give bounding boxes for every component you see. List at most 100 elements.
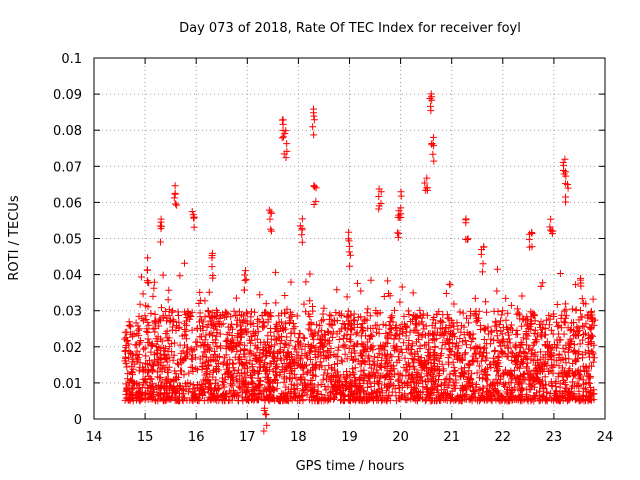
data-point bbox=[208, 263, 216, 271]
x-tick-label: 19 bbox=[341, 430, 358, 445]
y-tick-label: 0.05 bbox=[53, 233, 82, 248]
data-point bbox=[209, 272, 217, 280]
data-point bbox=[282, 154, 290, 162]
data-point bbox=[263, 421, 271, 429]
y-tick-label: 0.09 bbox=[53, 88, 82, 103]
x-tick-label: 15 bbox=[137, 430, 154, 445]
data-point bbox=[546, 223, 554, 231]
data-point bbox=[170, 194, 178, 202]
data-point bbox=[561, 155, 569, 163]
data-point bbox=[267, 225, 275, 233]
data-point bbox=[397, 214, 405, 222]
data-point bbox=[310, 131, 318, 139]
data-point bbox=[267, 209, 275, 217]
data-point bbox=[190, 223, 198, 231]
data-point bbox=[298, 215, 306, 223]
data-point bbox=[430, 157, 438, 165]
data-point bbox=[428, 93, 436, 101]
data-point bbox=[242, 276, 250, 284]
data-point bbox=[578, 295, 586, 303]
y-tick-label: 0.03 bbox=[53, 305, 82, 320]
data-point bbox=[145, 279, 153, 287]
data-point bbox=[278, 134, 286, 142]
data-point bbox=[395, 207, 403, 215]
x-tick-label: 24 bbox=[597, 430, 614, 445]
x-tick-label: 21 bbox=[443, 430, 460, 445]
data-point bbox=[310, 116, 318, 124]
y-axis-label: ROTI / TECUs bbox=[7, 195, 22, 280]
data-point bbox=[564, 181, 572, 189]
y-tick-label: 0.04 bbox=[53, 269, 82, 284]
data-point bbox=[122, 342, 130, 350]
data-point bbox=[345, 237, 353, 245]
data-point bbox=[309, 123, 317, 131]
data-point bbox=[462, 215, 470, 223]
data-point bbox=[279, 116, 287, 124]
data-point bbox=[144, 254, 152, 262]
data-point bbox=[548, 227, 556, 235]
data-point bbox=[310, 105, 318, 113]
data-point bbox=[427, 107, 435, 115]
data-point bbox=[240, 286, 248, 294]
data-points bbox=[121, 90, 599, 435]
data-point bbox=[345, 228, 353, 236]
y-tick-label: 0.1 bbox=[61, 52, 82, 67]
x-tick-label: 18 bbox=[290, 430, 307, 445]
data-point bbox=[421, 179, 429, 187]
data-point bbox=[242, 267, 250, 275]
x-tick-label: 22 bbox=[495, 430, 512, 445]
data-point bbox=[298, 231, 306, 239]
chart-title: Day 073 of 2018, Rate Of TEC Index for r… bbox=[179, 21, 521, 36]
data-point bbox=[588, 317, 596, 325]
x-axis-label: GPS time / hours bbox=[296, 459, 405, 474]
data-point bbox=[188, 208, 196, 216]
x-tick-label: 17 bbox=[239, 430, 256, 445]
y-tick-label: 0.08 bbox=[53, 124, 82, 139]
data-point bbox=[144, 278, 152, 286]
data-point bbox=[282, 127, 290, 135]
data-point bbox=[157, 238, 165, 246]
data-point bbox=[577, 279, 585, 287]
data-point bbox=[208, 249, 216, 257]
data-point bbox=[157, 225, 165, 233]
data-point bbox=[559, 158, 567, 166]
data-point bbox=[429, 133, 437, 141]
data-point bbox=[281, 130, 289, 138]
data-point bbox=[375, 205, 383, 213]
y-tick-label: 0.01 bbox=[53, 377, 82, 392]
y-tick-label: 0.07 bbox=[53, 160, 82, 175]
data-point bbox=[587, 331, 595, 339]
data-point bbox=[171, 182, 179, 190]
data-point bbox=[283, 147, 291, 155]
x-tick-label: 16 bbox=[188, 430, 205, 445]
data-point bbox=[377, 199, 385, 207]
data-point bbox=[157, 215, 165, 223]
data-point bbox=[579, 299, 587, 307]
data-point bbox=[260, 427, 268, 435]
data-point bbox=[172, 200, 180, 208]
data-point bbox=[298, 238, 306, 246]
x-tick-label: 23 bbox=[546, 430, 563, 445]
data-point bbox=[280, 133, 288, 141]
data-point bbox=[562, 172, 570, 180]
data-point bbox=[397, 204, 405, 212]
data-point bbox=[528, 243, 536, 251]
data-point bbox=[123, 337, 131, 345]
x-tick-label: 14 bbox=[86, 430, 103, 445]
data-point bbox=[190, 214, 198, 222]
x-tick-label: 20 bbox=[392, 430, 409, 445]
data-point bbox=[423, 174, 431, 182]
data-point bbox=[397, 188, 405, 196]
data-point bbox=[262, 411, 270, 419]
y-tick-label: 0.06 bbox=[53, 196, 82, 211]
data-point bbox=[173, 201, 181, 209]
x-axis: 14 15 16 17 18 19 20 21 22 23 24 bbox=[86, 58, 614, 445]
data-point bbox=[394, 233, 402, 241]
y-tick-label: 0.02 bbox=[53, 341, 82, 356]
data-point bbox=[426, 94, 434, 102]
data-point bbox=[283, 140, 291, 148]
data-point bbox=[547, 215, 555, 223]
data-point bbox=[310, 182, 318, 190]
data-point bbox=[346, 251, 354, 259]
